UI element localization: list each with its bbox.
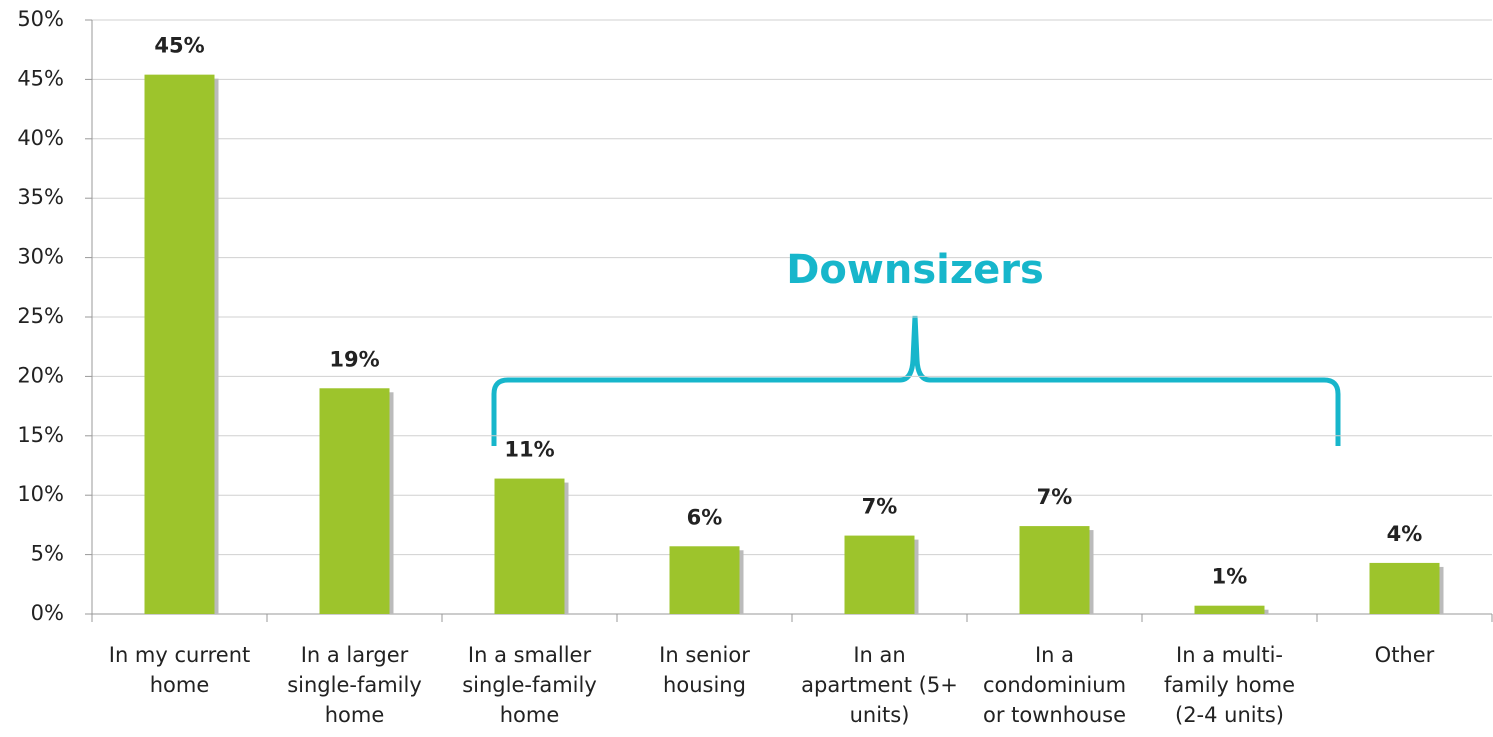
data-label: 11% [504, 438, 554, 462]
y-tick-label: 20% [17, 363, 64, 387]
y-tick-label: 50% [17, 7, 64, 31]
annotation: Downsizers [786, 247, 1044, 293]
bar [1019, 526, 1090, 614]
data-label: 19% [329, 347, 379, 371]
y-tick-label: 10% [17, 482, 64, 506]
x-tick-label: In senior housing [659, 643, 750, 697]
y-tick-label: 40% [17, 126, 64, 150]
data-label: 6% [687, 505, 723, 529]
data-label: 4% [1387, 522, 1423, 546]
brace [491, 315, 1341, 446]
y-tick-label: 5% [31, 542, 64, 566]
x-tick-label: In a smaller single-family home [462, 643, 597, 727]
x-tick-label: Other [1374, 643, 1435, 667]
bar [1194, 605, 1265, 614]
x-tick-label: In a condominium or townhouse [982, 643, 1127, 727]
y-tick-label: 25% [17, 304, 64, 328]
bar [144, 74, 215, 614]
bar [669, 546, 740, 614]
x-tick-label: In my current home [108, 643, 251, 697]
data-label: 45% [154, 34, 204, 58]
data-label: 7% [862, 495, 898, 519]
y-tick-label: 35% [17, 185, 64, 209]
y-tick-label: 15% [17, 423, 64, 447]
x-tick-label: In a multi-family home (2-4 units) [1163, 643, 1296, 727]
bar [1369, 562, 1440, 614]
y-tick-label: 45% [17, 66, 64, 90]
y-tick-label: 30% [17, 245, 64, 269]
x-tick-label: In a larger single-family home [287, 643, 422, 727]
data-label: 7% [1037, 485, 1073, 509]
x-tick-label: In an apartment (5+ units) [801, 643, 958, 727]
y-tick-label: 0% [31, 601, 64, 625]
data-label: 1% [1212, 565, 1248, 589]
bar [844, 535, 915, 614]
bar [319, 388, 390, 614]
bar [494, 478, 565, 614]
